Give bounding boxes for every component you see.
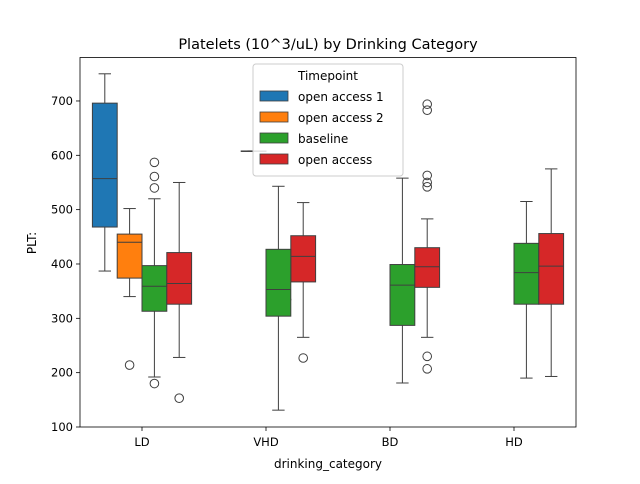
outlier-point [422, 99, 433, 110]
box-group [141, 157, 168, 389]
box-group [414, 99, 441, 374]
outlier-point [422, 105, 433, 116]
iqr-box [265, 248, 292, 317]
legend-entry-label: open access 2 [298, 111, 384, 125]
legend-frame [252, 63, 404, 177]
x-tick-label: HD [505, 435, 523, 449]
iqr-box [141, 265, 168, 312]
x-tick-label: VHD [253, 435, 279, 449]
box-group [116, 208, 143, 370]
y-tick-label: 600 [51, 148, 73, 162]
outlier-point [422, 182, 433, 192]
iqr-box [414, 247, 441, 288]
legend-swatch [259, 90, 289, 102]
box-group [265, 185, 292, 411]
outlier-point [422, 351, 433, 362]
legend-swatch [259, 153, 289, 165]
chart-title: Platelets (10^3/uL) by Drinking Category [178, 37, 478, 53]
outlier-point [174, 393, 184, 404]
box-group [91, 73, 118, 272]
y-tick-label: 300 [51, 311, 73, 325]
outlier-point [149, 157, 160, 168]
x-tick-label: BD [382, 435, 399, 449]
legend-entry-label: open access [298, 153, 372, 167]
outlier-point [422, 364, 433, 374]
legend-entry-label: baseline [298, 132, 348, 146]
outlier-point [149, 183, 160, 193]
iqr-box [538, 233, 565, 305]
box-group [166, 181, 193, 404]
plot-frame [79, 57, 577, 428]
y-tick-label: 700 [51, 94, 73, 108]
iqr-box [91, 102, 118, 228]
iqr-box [389, 264, 416, 326]
box-layer [91, 73, 565, 411]
x-tick-label: LD [134, 435, 149, 449]
y-axis-label: PLT: [25, 232, 39, 254]
y-tick-label: 400 [51, 257, 73, 271]
outlier-point [422, 170, 433, 181]
outlier-point [422, 177, 433, 188]
iqr-box [116, 233, 143, 279]
legend-swatch [259, 132, 289, 144]
box-group [513, 200, 540, 379]
y-tick-label: 500 [51, 203, 73, 217]
outlier-point [149, 378, 160, 389]
box-group [389, 177, 416, 384]
legend: Timepoint open access 1 open access 2 base… [252, 63, 404, 177]
iqr-box [290, 235, 317, 283]
y-tick-label: 100 [51, 420, 73, 434]
outlier-point [149, 171, 160, 182]
x-axis-label: drinking_category [274, 457, 382, 471]
legend-title: Timepoint [297, 69, 358, 83]
outlier-point [298, 353, 309, 363]
y-tick-label: 200 [51, 366, 73, 380]
iqr-box [513, 242, 540, 305]
iqr-box [166, 252, 193, 305]
legend-entry-label: open access 1 [298, 90, 384, 104]
box-group [538, 168, 565, 377]
outlier-point [124, 360, 135, 370]
legend-swatch [259, 111, 289, 123]
